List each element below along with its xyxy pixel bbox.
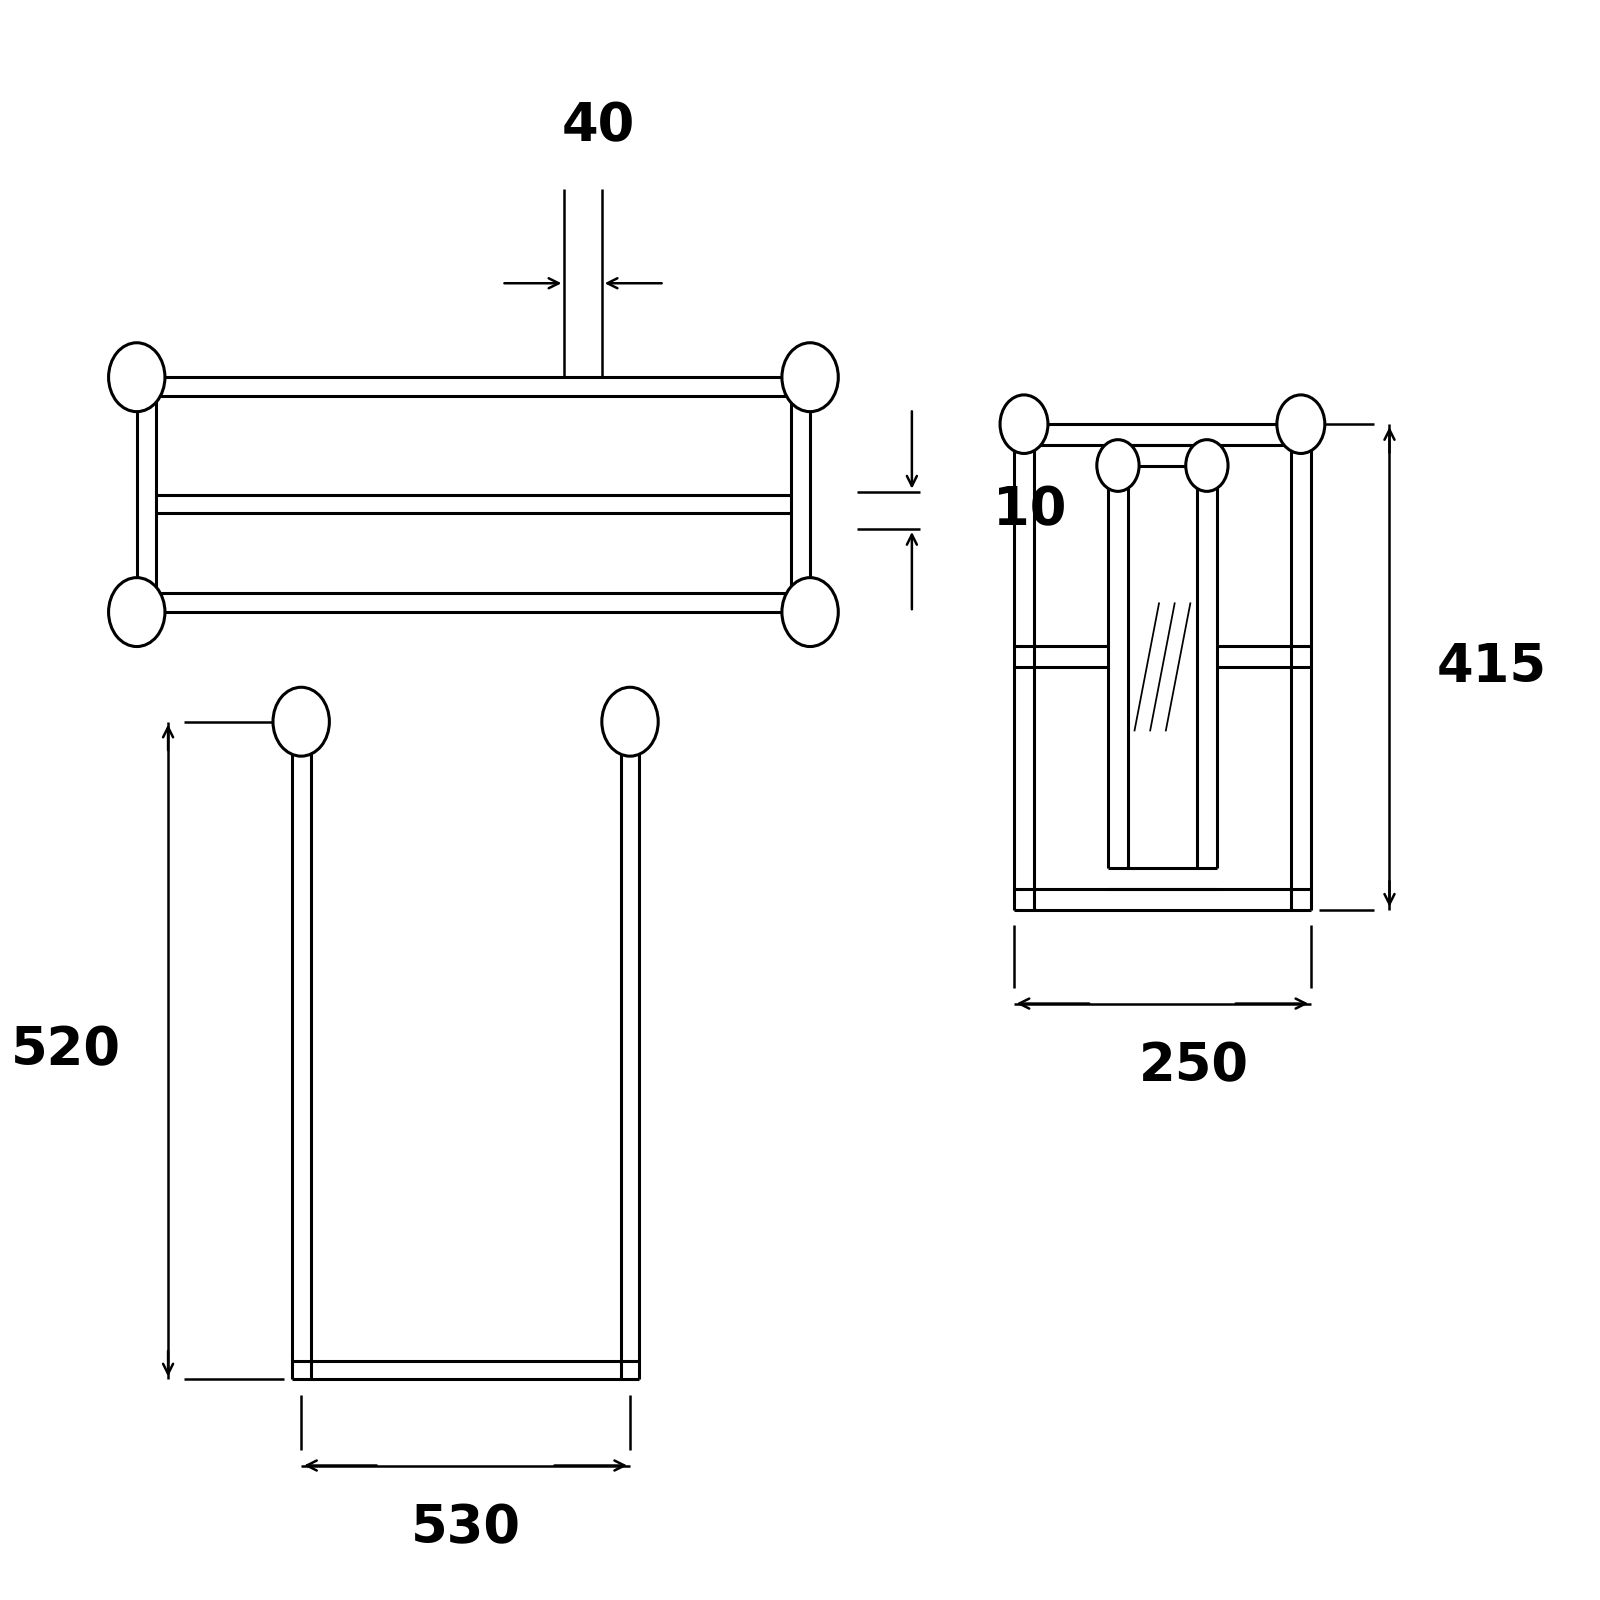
Ellipse shape [782, 578, 838, 646]
Text: 40: 40 [562, 101, 635, 152]
Ellipse shape [782, 342, 838, 411]
Ellipse shape [274, 688, 330, 757]
Text: 10: 10 [992, 485, 1066, 536]
Ellipse shape [602, 688, 658, 757]
Ellipse shape [1277, 395, 1325, 453]
Text: 520: 520 [11, 1024, 122, 1077]
Ellipse shape [1098, 440, 1139, 491]
Ellipse shape [1186, 440, 1229, 491]
Ellipse shape [109, 578, 165, 646]
Text: 415: 415 [1437, 642, 1546, 693]
Ellipse shape [109, 342, 165, 411]
Text: 530: 530 [411, 1502, 520, 1554]
Text: 250: 250 [1139, 1040, 1248, 1093]
Ellipse shape [1000, 395, 1048, 453]
